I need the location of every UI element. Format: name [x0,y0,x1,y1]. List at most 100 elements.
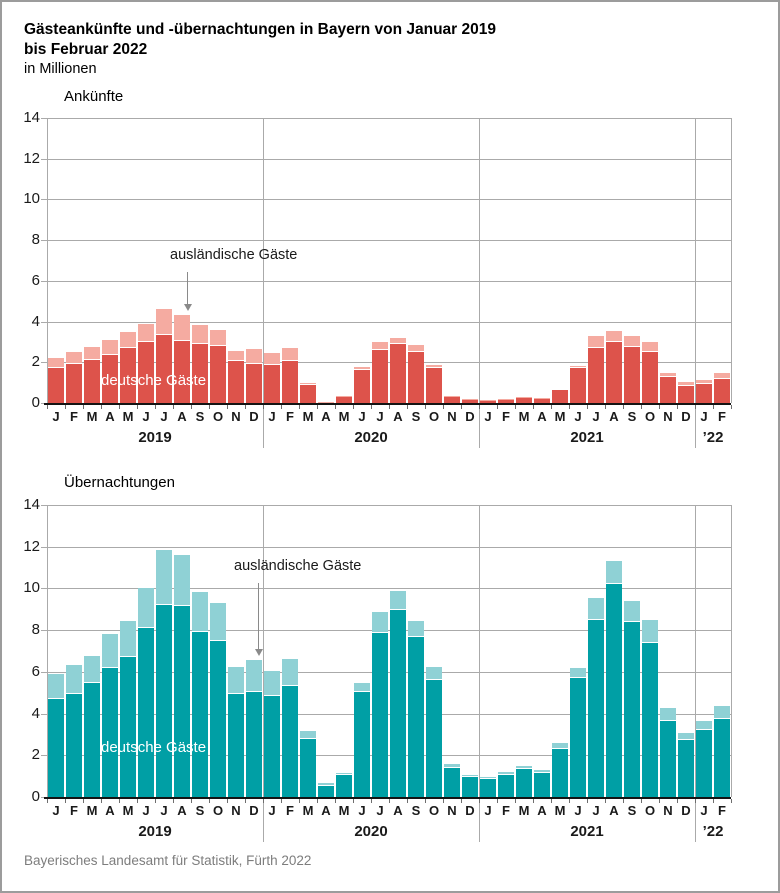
month-label: J [268,803,276,818]
y-axis-tick [41,199,47,201]
y-axis-tick [41,505,47,506]
series-label-domestic-overnights: deutsche Gäste [101,739,207,756]
x-axis-tick [515,405,516,409]
year-label-2019: 2019 [138,429,172,446]
x-axis-tick [569,405,570,409]
bar-segment-foreign [354,683,370,692]
x-axis-tick [551,799,552,803]
x-axis-tick [497,405,498,409]
x-axis-tick [425,405,426,409]
x-axis-tick [371,405,372,409]
month-label: J [592,803,600,818]
x-axis-tick [551,405,552,409]
month-label: J [484,803,492,818]
bar-segment-foreign [300,382,316,385]
series-label-foreign-arrivals: ausländische Gäste [170,247,298,263]
bar-segment-foreign [48,358,64,369]
bar-segment-foreign [462,398,478,400]
bar-segment-foreign [444,396,460,398]
x-axis-tick [407,405,408,409]
bar-segment-foreign [498,398,514,400]
year-label-2020: 2020 [354,429,388,446]
bar-segment-domestic [138,628,154,797]
bar-segment-domestic [228,693,244,797]
gridline-y10 [47,199,731,201]
x-axis-tick [83,799,84,803]
bar-segment-foreign [84,656,100,684]
y-axis-tick [41,362,47,364]
y-tick-label: 12 [23,149,40,167]
month-label: M [302,409,314,424]
month-label: M [86,409,98,424]
month-label: N [663,803,673,818]
y-tick-label: 2 [31,353,40,371]
x-axis-tick [353,405,354,409]
month-label: J [574,409,582,424]
year-separator-2020 [263,505,264,842]
bar-segment-foreign [696,379,712,384]
x-axis-tick [47,405,48,409]
bar-segment-foreign [120,331,136,349]
bar-segment-foreign [138,588,154,629]
chart-title-arrivals: Ankünfte [64,88,124,105]
gridline-y8 [47,630,731,632]
y-axis-tick [41,713,47,715]
bar-segment-domestic [516,768,532,797]
month-label: S [195,409,205,424]
month-label: A [321,409,331,424]
x-axis-tick [227,799,228,803]
x-axis-tick [461,799,462,803]
bar-segment-domestic [174,606,190,797]
bar-segment-domestic [336,396,352,403]
y-tick-label: 10 [23,190,40,208]
x-axis-tick [389,799,390,803]
bar-segment-domestic [624,621,640,797]
bar-segment-domestic [318,401,334,403]
bar-segment-domestic [246,691,262,797]
y-axis-line-arrivals [47,118,48,403]
bar-segment-domestic [552,749,568,797]
bar-segment-foreign [624,335,640,347]
bar-segment-foreign [588,335,604,349]
month-label: O [644,803,656,818]
bar-segment-domestic [498,399,514,403]
bar-segment-foreign [192,591,208,633]
x-axis-tick [47,799,48,803]
month-label: S [195,803,205,818]
bar-segment-foreign [354,367,370,371]
x-axis-tick [443,799,444,803]
bar-segment-foreign [660,708,676,721]
month-label: F [70,803,78,818]
bar-segment-foreign [372,612,388,634]
y-tick-label: 14 [23,109,40,126]
month-label: J [52,803,60,818]
month-label: A [609,803,619,818]
bar-segment-domestic [516,397,532,403]
month-label: A [537,803,547,818]
gridline-y2 [47,362,731,364]
bar-segment-domestic [228,361,244,403]
bar-segment-foreign [66,664,82,694]
x-axis-tick [173,405,174,409]
month-label: A [177,409,187,424]
x-axis-tick [119,405,120,409]
y-tick-label: 8 [31,231,40,249]
source-footer: Bayerisches Landesamt für Statistik, Für… [24,853,312,868]
bar-segment-domestic [534,773,550,797]
bar-segment-domestic [300,738,316,797]
x-axis-tick [335,799,336,803]
bar-segment-domestic [678,385,694,403]
x-axis-tick [443,405,444,409]
x-axis-tick [317,405,318,409]
month-label: J [376,803,384,818]
gridline-y12 [47,546,731,548]
bar-segment-foreign [264,353,280,366]
gridline-y2 [47,755,731,757]
bar-segment-foreign [534,397,550,399]
x-axis-tick [299,405,300,409]
bar-segment-domestic [444,767,460,797]
y-axis-tick [41,630,47,632]
x-axis-tick [155,799,156,803]
x-axis-tick [731,799,732,803]
month-label: S [411,409,421,424]
